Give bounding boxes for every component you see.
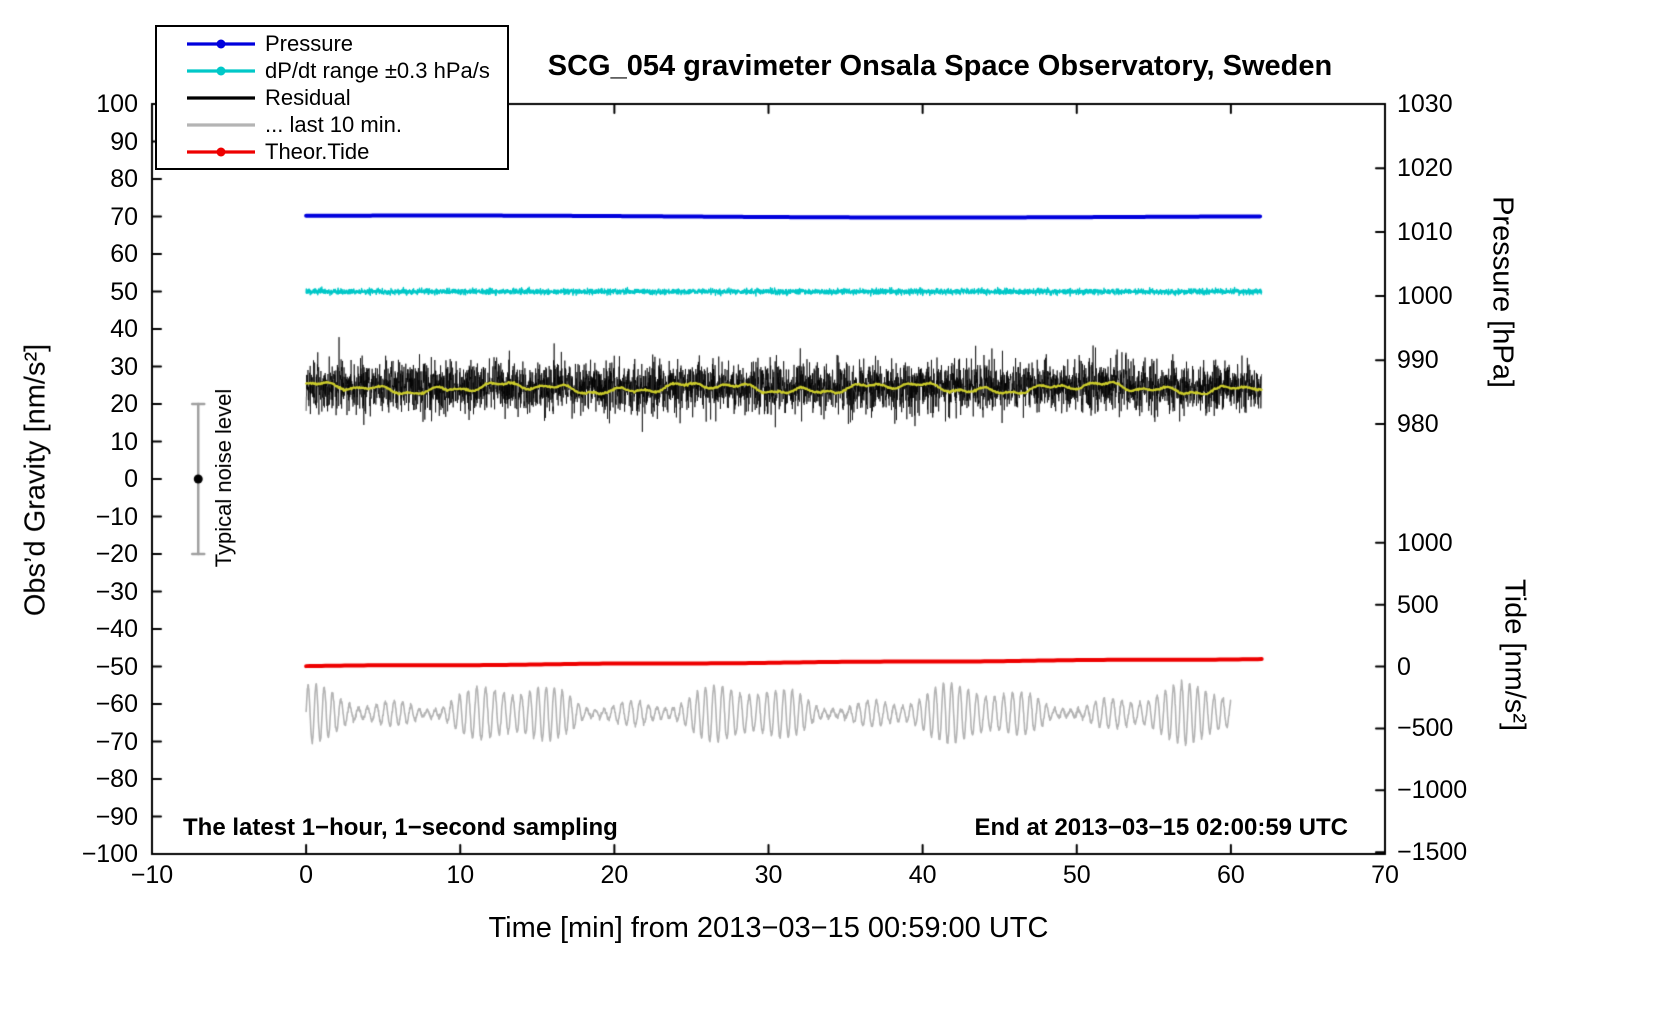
left-axis-tick-label: 60 xyxy=(110,240,138,268)
left-axis-tick-label: 90 xyxy=(110,127,138,156)
x-axis-tick-label: 0 xyxy=(299,861,314,889)
legend-label: Theor.Tide xyxy=(265,138,370,164)
left-axis-label: Obs’d Gravity [nm/s²] xyxy=(19,343,52,617)
left-axis-tick-label: −20 xyxy=(95,540,138,568)
noise-level-label: Typical noise level xyxy=(211,388,236,568)
legend-swatch xyxy=(187,95,255,100)
pressure-tick-label: 1020 xyxy=(1397,154,1453,183)
left-axis-tick-label: 80 xyxy=(110,165,138,193)
left-axis-tick-label: 20 xyxy=(110,390,138,418)
left-axis-tick-label: −10 xyxy=(95,502,138,531)
x-axis-tick-label: 30 xyxy=(754,861,783,889)
x-axis-tick-label: 20 xyxy=(600,861,629,889)
x-axis-label: Time [min] from 2013−03−15 00:59:00 UTC xyxy=(488,912,1049,944)
tide-tick-label: −500 xyxy=(1397,714,1454,743)
x-axis-tick-label: 60 xyxy=(1216,861,1245,889)
left-axis-tick-label: −30 xyxy=(95,577,138,606)
left-axis-tick-label: −90 xyxy=(95,802,138,831)
tide-tick-label: 1000 xyxy=(1397,528,1453,557)
end-time-note: End at 2013−03−15 02:00:59 UTC xyxy=(974,814,1348,841)
legend-item: Theor.Tide xyxy=(157,138,507,165)
left-axis-tick-label: −50 xyxy=(95,652,138,681)
legend-item: ... last 10 min. xyxy=(157,111,507,138)
legend-swatch xyxy=(187,39,255,48)
x-axis-tick-label: −10 xyxy=(130,861,174,889)
legend-swatch xyxy=(187,147,255,156)
pressure-tick-label: 1000 xyxy=(1397,282,1453,310)
left-axis-tick-label: −40 xyxy=(95,615,138,643)
pressure-tick-label: 980 xyxy=(1397,409,1439,438)
tide-tick-label: 500 xyxy=(1397,590,1439,619)
pressure-tick-label: 1010 xyxy=(1397,217,1453,246)
legend-item: Pressure xyxy=(157,30,507,57)
pressure-axis-label: Pressure [hPa] xyxy=(1486,196,1519,388)
tide-axis-label: Tide [nm/s²] xyxy=(1498,578,1531,732)
x-axis-tick-label: 70 xyxy=(1371,861,1399,889)
chart-title: SCG_054 gravimeter Onsala Space Observat… xyxy=(547,50,1333,82)
x-axis-tick-label: 40 xyxy=(908,861,937,889)
legend-label: ... last 10 min. xyxy=(265,111,402,137)
tide-tick-label: −1000 xyxy=(1397,776,1468,805)
sampling-note: The latest 1−hour, 1−second sampling xyxy=(183,814,618,841)
x-axis-tick-label: 50 xyxy=(1062,861,1091,889)
left-axis-tick-label: −60 xyxy=(95,690,138,718)
left-axis-tick-label: 100 xyxy=(96,90,138,118)
left-axis-tick-label: 0 xyxy=(124,465,138,493)
left-axis-tick-label: 30 xyxy=(110,352,138,381)
left-axis-tick-label: −70 xyxy=(95,727,138,756)
left-axis-tick-label: 70 xyxy=(110,202,138,231)
legend-item: dP/dt range ±0.3 hPa/s xyxy=(157,57,507,84)
left-axis-tick-label: −80 xyxy=(95,765,138,793)
left-axis-tick-label: 50 xyxy=(110,277,138,306)
legend-swatch xyxy=(187,122,255,127)
legend-label: Residual xyxy=(265,84,351,110)
left-axis-tick-label: −100 xyxy=(81,840,138,868)
tide-tick-label: −1500 xyxy=(1397,838,1468,867)
legend-label: Pressure xyxy=(265,30,354,56)
legend-swatch xyxy=(187,66,255,75)
left-axis-tick-label: 40 xyxy=(110,315,138,343)
tide-tick-label: 0 xyxy=(1397,652,1411,681)
x-axis-tick-label: 10 xyxy=(446,861,475,889)
legend-label: dP/dt range ±0.3 hPa/s xyxy=(265,57,490,83)
pressure-tick-label: 1030 xyxy=(1397,90,1453,118)
pressure-tick-label: 990 xyxy=(1397,346,1439,375)
legend-item: Residual xyxy=(157,84,507,111)
legend: Pressure dP/dt range ±0.3 hPa/s Residual..… xyxy=(155,25,509,170)
left-axis-tick-label: 10 xyxy=(110,427,138,456)
